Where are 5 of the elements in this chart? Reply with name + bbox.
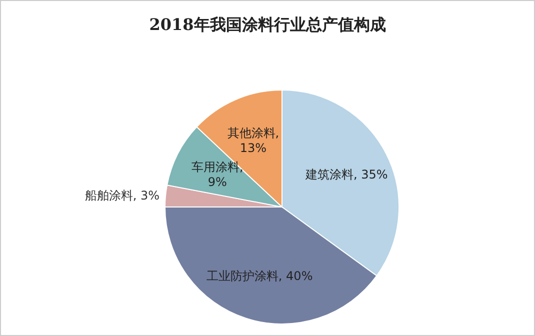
chart-title: 2018年我国涂料行业总产值构成 [149,15,386,34]
slice-label: 船舶涂料, 3% [84,188,160,203]
slice-label: 建筑涂料, 35% [304,167,388,182]
slice-label: 工业防护涂料, 40% [206,269,313,284]
slice-label: 其他涂料, 13% [227,126,280,156]
